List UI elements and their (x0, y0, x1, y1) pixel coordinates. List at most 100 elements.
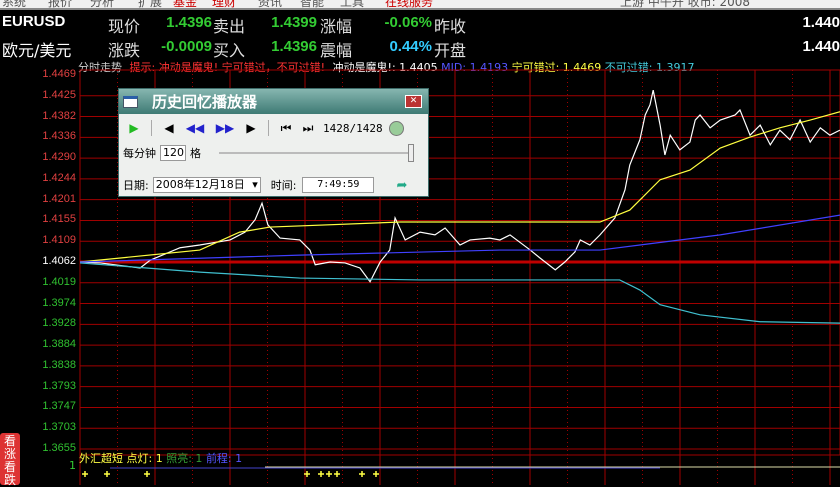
fast-backward-icon[interactable]: ◀◀ (185, 121, 205, 135)
indicator-marker (104, 471, 110, 477)
indicator-marker (373, 471, 379, 477)
menu-item[interactable]: 智能 (300, 0, 325, 9)
indicator-marker (82, 471, 88, 477)
y-tick-label: 1.3747 (42, 400, 76, 413)
time-label: 时间: (270, 179, 297, 192)
y-tick-label: 1.4382 (42, 109, 76, 122)
quote-value: 0.44% (389, 38, 432, 55)
apply-arrow-icon[interactable]: ➦ (396, 177, 408, 193)
go-start-icon[interactable]: ⏮ (280, 120, 292, 135)
date-label: 日期: (123, 179, 149, 192)
y-tick-label: 1.4109 (42, 234, 76, 247)
menu-item[interactable]: 理财 (212, 0, 237, 9)
y-tick-label: 1.4290 (42, 151, 76, 164)
impulse-value: : 1.4405 (391, 61, 438, 74)
y-tick-label: 1.3974 (42, 296, 76, 309)
menu-item[interactable]: 分析 (90, 0, 115, 9)
series-low-line (79, 262, 840, 324)
indicator-a-value: 1 (152, 452, 163, 465)
tip-text: 提示: 冲动是魔鬼! 宁可错过，不可过错! (129, 61, 326, 74)
menu-item[interactable]: 基金 (173, 0, 198, 9)
y-tick-label: 1.3884 (42, 338, 76, 351)
indicator-marker (359, 471, 365, 477)
nk-value: 1.4469 (559, 61, 602, 74)
chart-info-line: 分时走势 提示: 冲动是魔鬼! 宁可错过，不可过错! 冲动是魔鬼!: 1.440… (78, 59, 695, 75)
dialog-title: 历史回忆播放器 (152, 93, 258, 111)
indicator-marker (326, 471, 332, 477)
series-avg-line (79, 111, 840, 263)
indicator-marker (334, 471, 340, 477)
bk-label: 不可过错: (604, 61, 653, 74)
y-tick-label: 1.4336 (42, 130, 76, 143)
slider-thumb[interactable] (408, 144, 414, 162)
menu-item[interactable]: 扩展 (138, 0, 163, 9)
symbol-name: 欧元/美元 (2, 41, 72, 60)
indicator-axis-label: 1 (69, 459, 76, 472)
quote-value: 1.4396 (166, 14, 212, 31)
y-tick-label: 1.3655 (42, 442, 76, 454)
quote-value: 1.4399 (271, 14, 317, 31)
menu-item[interactable]: 报价 (48, 0, 73, 9)
mid-value: 1.4193 (466, 61, 509, 74)
y-tick-label: 1.4062 (42, 255, 76, 267)
indicator-name: 外汇超短 (79, 452, 123, 465)
y-tick-label: 1.4019 (42, 275, 76, 288)
quote-label: 涨幅 (320, 17, 353, 36)
quote-label: 涨跌 (108, 41, 141, 60)
quote-value: -0.0009 (161, 38, 212, 55)
quote-value: 1.440 (802, 38, 840, 55)
indicator-c-value: 1 (231, 452, 243, 465)
date-picker[interactable]: 2008年12月18日 ▾ (152, 177, 261, 193)
nk-label: 宁可错过: (511, 61, 560, 74)
indicator-b-value: 1 (191, 452, 203, 465)
quote-label: 买入 (213, 41, 246, 60)
quote-label: 现价 (108, 17, 141, 36)
y-tick-label: 1.4425 (42, 88, 76, 101)
y-tick-label: 1.4469 (42, 68, 76, 80)
bull-bear-button[interactable]: 看涨看跌 (0, 433, 20, 487)
impulse-label: 冲动是魔鬼! (332, 61, 392, 74)
play-icon[interactable]: ▶ (129, 121, 139, 135)
quote-label: 开盘 (434, 41, 467, 60)
y-tick-label: 1.4155 (42, 213, 76, 226)
time-spinner[interactable]: 7:49:59 (302, 177, 375, 193)
indicator-a-label: 点灯: (126, 452, 153, 465)
step-back-icon[interactable]: ◀ (164, 121, 174, 135)
frame-counter: 1428/1428 (323, 121, 383, 135)
y-tick-label: 1.3928 (42, 317, 76, 330)
speed-input[interactable]: 120 (160, 145, 186, 161)
mid-label: MID: (441, 61, 467, 74)
dialog-titlebar[interactable]: 历史回忆播放器 (119, 89, 428, 114)
menu-item[interactable]: 工具 (340, 0, 365, 9)
bk-value: 1.3917 (652, 61, 695, 74)
indicator-marker (318, 471, 324, 477)
y-tick-label: 1.3793 (42, 379, 76, 392)
step-forward-icon[interactable]: ▶ (246, 121, 256, 135)
menu-item[interactable]: 资讯 (258, 0, 283, 9)
indicator-c-label: 前程: (205, 452, 232, 465)
speed-label: 每分钟 (123, 147, 156, 160)
indicator-marker (304, 471, 310, 477)
quote-label: 卖出 (213, 17, 246, 36)
speed-slider[interactable] (219, 144, 414, 162)
y-tick-label: 1.3838 (42, 358, 76, 371)
quote-label: 昨收 (434, 17, 467, 36)
quote-value: 1.4396 (271, 38, 317, 55)
quote-value: -0.06% (384, 14, 432, 31)
menu-item[interactable]: 系统 (2, 0, 27, 9)
go-end-icon[interactable]: ⏭ (302, 120, 314, 135)
clock-icon[interactable] (388, 120, 404, 136)
close-button[interactable]: ✕ (405, 95, 422, 108)
indicator-b-label: 照亮: (166, 452, 192, 465)
window-icon (123, 95, 138, 108)
menu-item[interactable]: 在线服务 (385, 0, 434, 9)
speed-unit: 格 (190, 147, 201, 160)
history-player-dialog: 历史回忆播放器 ✕ ▶ ◀ ◀◀ ▶▶ ▶ ⏮ ⏭ 1428/1428 每分钟 … (118, 88, 429, 197)
y-tick-label: 1.3703 (42, 421, 76, 434)
fast-forward-icon[interactable]: ▶▶ (215, 121, 235, 135)
indicator-legend: 外汇超短 点灯: 1 照亮: 1 前程: 1 (79, 450, 242, 466)
symbol-code: EURUSD (2, 13, 66, 30)
chevron-down-icon[interactable]: ▾ (252, 178, 258, 191)
indicator-marker (144, 471, 150, 477)
